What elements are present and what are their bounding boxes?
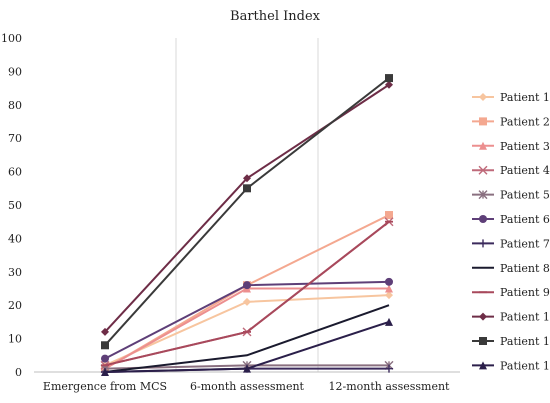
series-6 bbox=[101, 277, 393, 363]
data-point bbox=[243, 281, 251, 290]
data-point bbox=[243, 174, 251, 183]
grid bbox=[34, 38, 460, 373]
legend-item: Patient 8 bbox=[472, 262, 550, 275]
data-point bbox=[101, 354, 109, 363]
legend-marker bbox=[479, 337, 487, 345]
data-point bbox=[101, 341, 109, 350]
legend-item: Patient 5 bbox=[472, 189, 550, 202]
legend-item: Patient 6 bbox=[472, 213, 550, 226]
data-point bbox=[385, 364, 393, 373]
legend-item: Patient 10 bbox=[472, 311, 550, 324]
series-9 bbox=[101, 220, 393, 367]
legend-item: Patient 11 bbox=[472, 335, 550, 348]
x-tick-label: 12-month assessment bbox=[329, 380, 451, 393]
data-point bbox=[385, 74, 393, 83]
legend-marker bbox=[479, 117, 487, 126]
legend-marker bbox=[479, 215, 487, 223]
legend-label: Patient 7 bbox=[500, 237, 550, 250]
data-point bbox=[101, 368, 109, 376]
data-point bbox=[385, 211, 393, 220]
chart-title: Barthel Index bbox=[230, 9, 321, 24]
series-11 bbox=[101, 74, 393, 350]
legend-label: Patient 5 bbox=[500, 189, 550, 202]
legend-item: Patient 12 bbox=[472, 359, 550, 372]
legend-label: Patient 9 bbox=[500, 286, 550, 299]
series-8 bbox=[104, 304, 390, 373]
legend-marker bbox=[479, 141, 487, 150]
legend-marker bbox=[479, 361, 487, 370]
series-line bbox=[104, 304, 390, 373]
y-tick-label: 0 bbox=[15, 366, 22, 379]
y-axis: 0 10 20 30 40 50 60 70 80 90 100 bbox=[1, 32, 22, 379]
data-point bbox=[101, 327, 109, 336]
y-tick-label: 30 bbox=[8, 266, 22, 279]
y-tick-label: 90 bbox=[8, 65, 22, 78]
x-tick-label: 6-month assessment bbox=[190, 380, 305, 393]
legend-label: Patient 3 bbox=[500, 140, 550, 153]
y-tick-label: 50 bbox=[8, 199, 22, 212]
legend-item: Patient 3 bbox=[472, 140, 550, 153]
x-tick-label: Emergence from MCS bbox=[43, 380, 167, 393]
y-tick-label: 20 bbox=[8, 299, 22, 312]
y-tick-label: 100 bbox=[1, 32, 22, 45]
series-line bbox=[104, 83, 390, 333]
series-1 bbox=[101, 291, 393, 370]
legend-item: Patient 2 bbox=[472, 115, 550, 128]
legend-label: Patient 10 bbox=[500, 311, 550, 324]
y-tick-label: 60 bbox=[8, 166, 22, 179]
data-point bbox=[243, 364, 251, 373]
legend-label: Patient 2 bbox=[500, 115, 550, 128]
legend: Patient 1 Patient 2 Patient 3 Patient 4 Pati… bbox=[472, 91, 550, 372]
legend-item: Patient 4 bbox=[472, 164, 550, 177]
y-tick-label: 10 bbox=[8, 333, 22, 346]
y-tick-label: 80 bbox=[8, 99, 22, 112]
legend-marker bbox=[479, 239, 487, 248]
legend-item: Patient 7 bbox=[472, 237, 550, 250]
legend-label: Patient 11 bbox=[500, 335, 550, 348]
y-tick-label: 70 bbox=[8, 132, 22, 145]
legend-item: Patient 9 bbox=[472, 286, 550, 299]
legend-marker bbox=[478, 165, 488, 175]
data-point bbox=[385, 317, 393, 326]
data-point bbox=[385, 277, 393, 286]
legend-label: Patient 4 bbox=[500, 164, 550, 177]
legend-label: Patient 1 bbox=[500, 91, 550, 104]
legend-label: Patient 6 bbox=[500, 213, 550, 226]
legend-marker bbox=[478, 190, 488, 200]
legend-item: Patient 1 bbox=[472, 91, 550, 104]
series-12 bbox=[101, 317, 393, 376]
data-point bbox=[385, 284, 393, 293]
x-axis: Emergence from MCS 6-month assessment 12-m… bbox=[43, 380, 450, 393]
data-point bbox=[243, 184, 251, 193]
data-point bbox=[385, 80, 393, 89]
legend-marker bbox=[479, 312, 487, 321]
plot-area bbox=[100, 74, 394, 376]
data-point bbox=[385, 291, 393, 300]
legend-label: Patient 12 bbox=[500, 359, 550, 372]
y-tick-label: 40 bbox=[8, 232, 22, 245]
legend-label: Patient 8 bbox=[500, 262, 550, 275]
legend-marker bbox=[479, 93, 487, 101]
data-point bbox=[243, 297, 251, 306]
